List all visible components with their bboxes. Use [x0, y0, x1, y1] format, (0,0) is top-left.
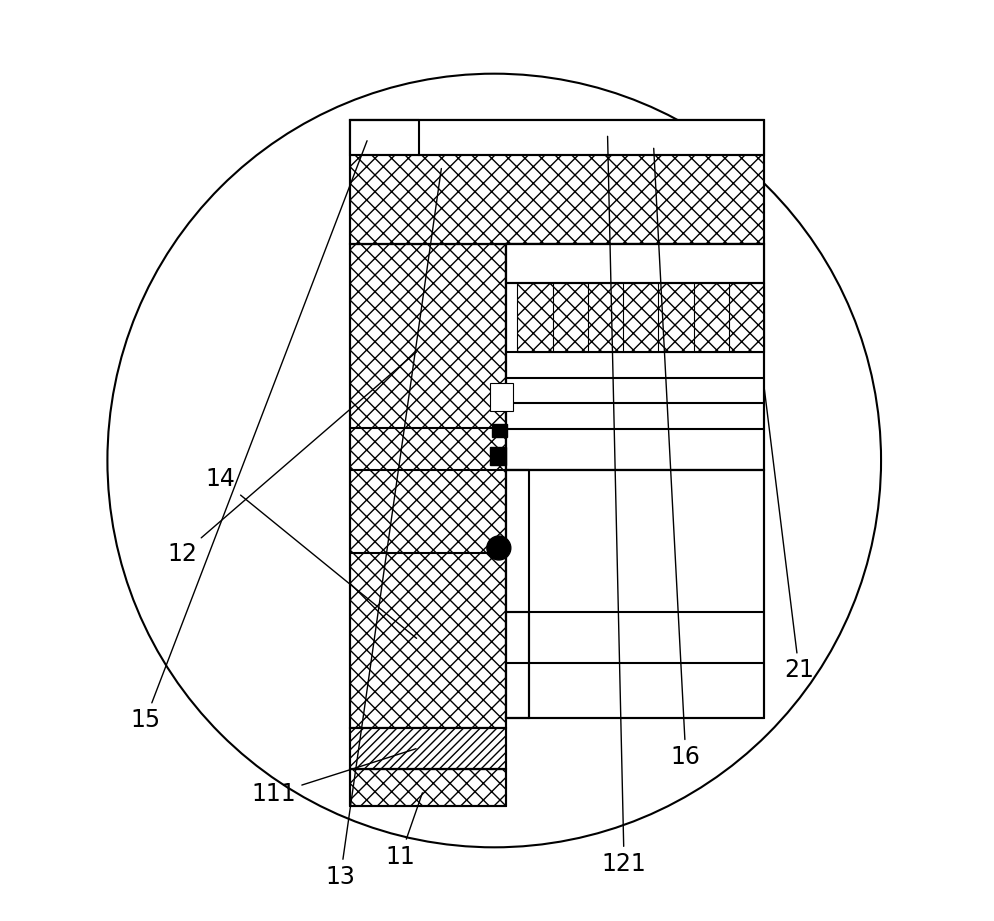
Bar	[490, 447, 506, 465]
Text: 14: 14	[206, 467, 416, 638]
Bar	[350, 244, 506, 728]
Text: 111: 111	[251, 749, 416, 806]
Bar	[492, 424, 507, 437]
Bar	[506, 244, 764, 283]
Text: 11: 11	[386, 793, 422, 869]
Text: 121: 121	[601, 136, 646, 876]
Text: 12: 12	[167, 352, 416, 566]
Circle shape	[487, 536, 511, 560]
Bar	[517, 283, 764, 352]
Bar	[506, 244, 764, 470]
Bar	[350, 728, 506, 769]
Text: 21: 21	[764, 390, 814, 682]
Bar	[506, 470, 764, 718]
Text: 13: 13	[325, 169, 441, 889]
Text: 15: 15	[130, 141, 367, 732]
Bar	[490, 383, 513, 411]
Bar	[350, 120, 764, 244]
Bar	[350, 120, 764, 155]
Text: 16: 16	[654, 148, 701, 769]
Bar	[350, 769, 506, 806]
